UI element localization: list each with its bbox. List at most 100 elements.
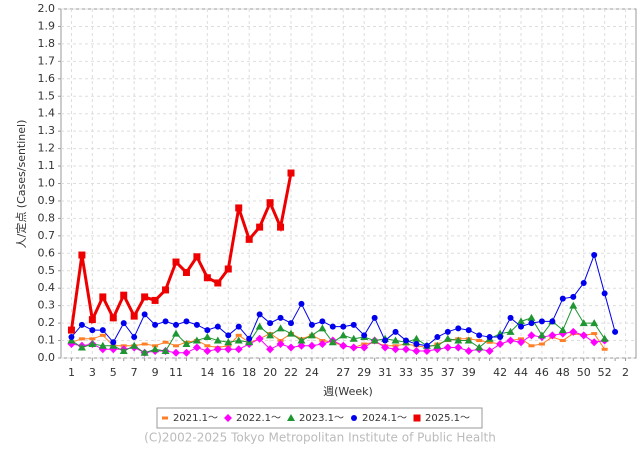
point	[141, 293, 149, 301]
point	[319, 318, 326, 325]
point	[88, 316, 96, 324]
point	[120, 291, 128, 299]
x-tick-label: 44	[514, 366, 528, 379]
y-tick-label: 0.7	[38, 229, 56, 242]
point	[318, 324, 327, 332]
point	[412, 347, 421, 356]
series-line	[71, 304, 606, 354]
point	[601, 290, 608, 297]
point	[591, 332, 598, 336]
point	[224, 265, 232, 273]
y-tick-label: 2.0	[38, 2, 56, 15]
x-tick-label: 18	[242, 366, 256, 379]
legend-label: 2022.1～	[236, 413, 281, 424]
point	[182, 268, 190, 276]
point	[255, 322, 264, 330]
y-tick-label: 1.9	[38, 19, 56, 32]
point	[161, 347, 170, 355]
point	[538, 342, 545, 346]
legend-label: 2025.1～	[425, 413, 470, 424]
point	[266, 345, 275, 354]
point	[506, 327, 515, 335]
point	[88, 340, 97, 348]
point	[569, 327, 578, 336]
point	[570, 293, 577, 300]
point	[287, 343, 295, 352]
point	[225, 332, 232, 339]
x-tick-label: 31	[378, 366, 392, 379]
point	[130, 312, 138, 320]
point	[434, 334, 441, 341]
legend-label: 2023.1～	[299, 413, 344, 424]
point	[402, 345, 410, 354]
x-tick-label: 48	[556, 366, 570, 379]
point	[172, 329, 180, 337]
point	[579, 319, 588, 327]
point	[328, 338, 337, 346]
point	[256, 223, 264, 231]
point	[78, 337, 85, 341]
point	[527, 331, 536, 340]
point	[151, 296, 159, 304]
point	[246, 335, 253, 342]
x-tick-label: 29	[357, 366, 371, 379]
x-tick-label: 46	[535, 366, 549, 379]
point	[538, 318, 545, 325]
point	[192, 336, 201, 344]
point	[569, 301, 578, 309]
point	[162, 286, 170, 294]
y-tick-label: 1.5	[38, 89, 56, 102]
point	[423, 342, 430, 349]
y-tick-label: 0.2	[38, 316, 56, 329]
point	[340, 323, 347, 330]
point	[391, 345, 400, 354]
point	[485, 347, 494, 356]
point	[172, 258, 180, 266]
point	[204, 327, 211, 334]
point	[182, 340, 191, 348]
point	[464, 336, 473, 344]
point	[152, 321, 159, 328]
point	[412, 334, 421, 342]
point	[173, 344, 179, 348]
legend-marker	[413, 414, 421, 422]
point	[204, 344, 211, 348]
point	[110, 339, 117, 346]
point	[579, 331, 588, 340]
point	[277, 223, 285, 231]
point	[350, 321, 357, 328]
point	[455, 325, 462, 332]
legend-marker	[224, 414, 232, 422]
point	[109, 314, 117, 322]
x-tick-label: 7	[131, 366, 138, 379]
series-line	[71, 332, 606, 350]
point	[99, 327, 106, 334]
y-tick-label: 1.4	[38, 107, 56, 120]
point	[486, 334, 493, 341]
point	[224, 338, 233, 346]
point	[392, 328, 399, 335]
y-tick-label: 0.3	[38, 299, 56, 312]
point	[213, 336, 222, 344]
point	[130, 341, 139, 349]
point	[527, 313, 536, 321]
y-tick-label: 0.9	[38, 194, 56, 207]
point	[382, 337, 389, 344]
point	[203, 274, 211, 282]
point	[496, 340, 505, 349]
y-tick-label: 0.1	[38, 334, 56, 347]
point	[235, 204, 243, 212]
x-tick-label: 33	[399, 366, 413, 379]
footer: (C)2002-2025 Tokyo Metropolitan Institut…	[144, 431, 496, 445]
point	[612, 328, 619, 335]
point	[528, 320, 535, 327]
point	[277, 314, 284, 321]
point	[443, 334, 452, 342]
point	[360, 343, 369, 352]
point	[193, 321, 200, 328]
x-tick-label: 35	[420, 366, 434, 379]
point	[465, 327, 472, 334]
point	[517, 338, 525, 347]
x-tick-label: 11	[169, 366, 183, 379]
